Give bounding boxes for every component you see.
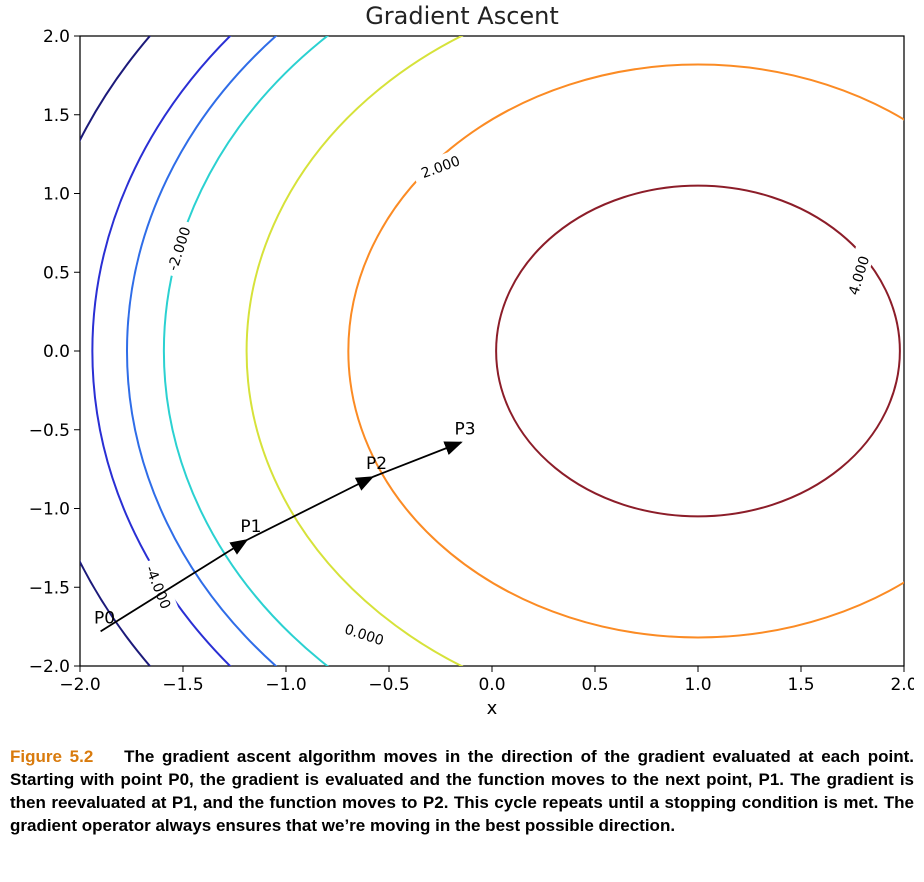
x-tick-label: 0.5	[581, 675, 608, 695]
y-tick-label: −0.5	[29, 421, 70, 441]
x-tick-label: 1.0	[684, 675, 711, 695]
x-tick-label: 2.0	[890, 675, 914, 695]
x-tick-label: −1.0	[265, 675, 306, 695]
point-label-p3: P3	[455, 419, 476, 439]
x-tick-label: 0.0	[478, 675, 505, 695]
y-tick-label: 0.5	[43, 263, 70, 283]
y-tick-label: 2.0	[43, 27, 70, 47]
y-tick-label: −2.0	[29, 657, 70, 677]
chart-svg: −2.0 −1.5 −1.0 −0.5 0.0 0.5 1.0 1.5 2.0 x −2.0 −1.5…	[10, 8, 914, 728]
x-axis-title: x	[487, 698, 498, 719]
y-tick-label: −1.0	[29, 500, 70, 520]
x-tick-label: 1.5	[787, 675, 814, 695]
y-tick-label: 0.0	[43, 342, 70, 362]
figure-caption: Figure 5.2 The gradient ascent algorithm…	[10, 746, 914, 838]
figure-caption-text: The gradient ascent algorithm moves in t…	[10, 747, 914, 835]
plot-frame	[80, 36, 904, 666]
chart-title: Gradient Ascent	[10, 2, 914, 30]
point-label-p0: P0	[94, 608, 115, 628]
x-tick-label: −1.5	[162, 675, 203, 695]
y-tick-label: −1.5	[29, 578, 70, 598]
point-label-p1: P1	[240, 517, 261, 537]
x-tick-label: −2.0	[59, 675, 100, 695]
chart-container: Gradient Ascent −2.0−1.5−1.0−0.50.00.51.…	[10, 8, 914, 728]
y-tick-label: 1.5	[43, 106, 70, 126]
x-tick-label: −0.5	[368, 675, 409, 695]
point-label-p2: P2	[366, 454, 387, 474]
figure-label: Figure 5.2	[10, 747, 93, 766]
y-tick-label: 1.0	[43, 185, 70, 205]
